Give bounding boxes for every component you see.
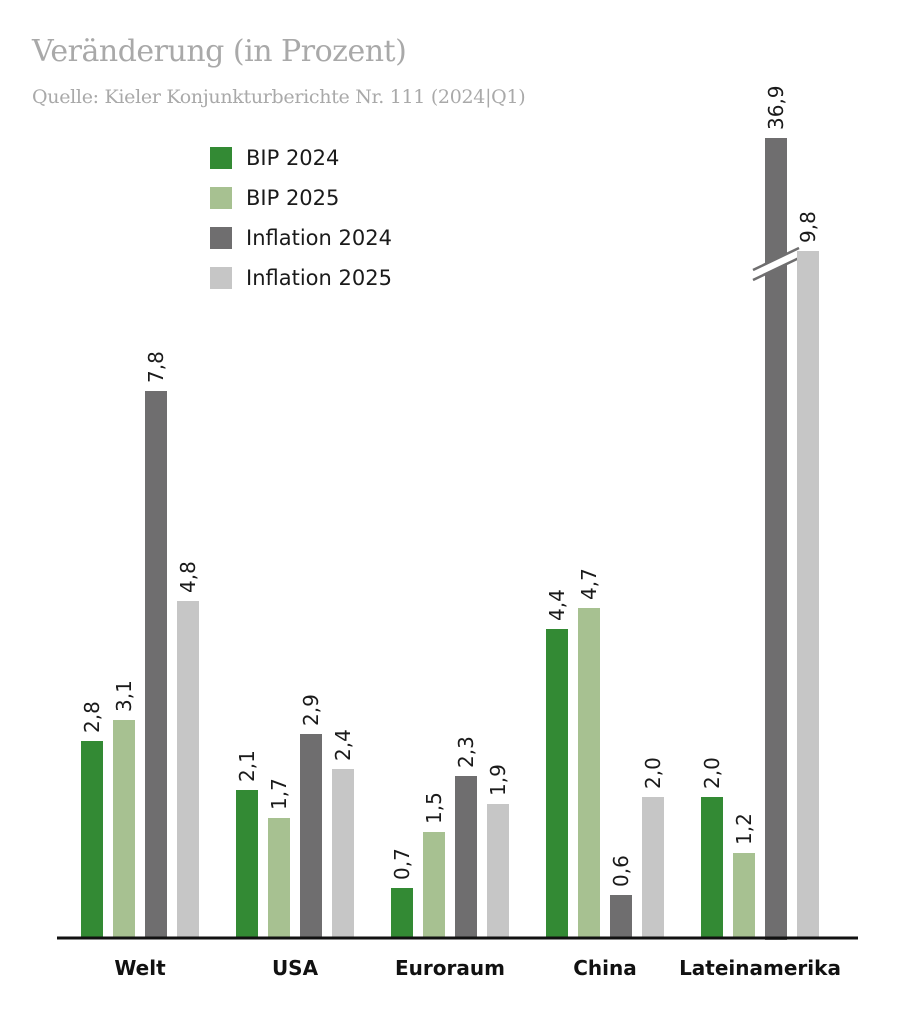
bar [81,741,103,937]
data-label: 1,9 [486,764,510,796]
bar [423,832,445,937]
category-label: USA [272,956,319,980]
legend-swatch [210,147,232,169]
data-label: 2,9 [299,694,323,726]
data-label: 7,8 [144,351,168,383]
data-label: 4,7 [577,568,601,600]
data-label: 36,9 [764,85,788,130]
axis-break-line [752,246,800,272]
legend-label: BIP 2025 [246,186,340,210]
axis-break-gap [753,248,799,280]
legend-item: BIP 2024 [210,138,392,178]
data-label: 2,8 [80,701,104,733]
chart-subtitle: Quelle: Kieler Konjunkturberichte Nr. 11… [32,86,526,108]
bar [797,251,819,937]
legend-label: BIP 2024 [246,146,340,170]
legend-item: BIP 2025 [210,178,392,218]
legend-swatch [210,227,232,249]
bar [236,790,258,937]
data-label: 0,7 [390,848,414,880]
data-label: 2,4 [331,729,355,761]
axis-break-line [752,256,800,282]
bar [701,797,723,937]
data-label: 2,3 [454,736,478,768]
legend-item: Inflation 2025 [210,258,392,298]
bar [487,804,509,937]
data-label: 9,8 [796,211,820,243]
bar [300,734,322,937]
bar [642,797,664,937]
data-label: 0,6 [609,855,633,887]
bar [765,138,787,940]
bar [268,818,290,937]
data-label: 1,7 [267,778,291,810]
data-label: 2,1 [235,750,259,782]
legend-swatch [210,187,232,209]
bar [145,391,167,937]
data-label: 2,0 [641,757,665,789]
category-label: Euroraum [395,956,505,980]
category-label: Welt [114,956,166,980]
legend-label: Inflation 2025 [246,266,392,290]
bar [332,769,354,937]
bar [610,895,632,937]
bar [733,853,755,937]
bar [578,608,600,937]
legend-swatch [210,267,232,289]
bar [455,776,477,937]
legend: BIP 2024 BIP 2025 Inflation 2024 Inflation … [210,138,392,298]
bar [391,888,413,937]
bar [546,629,568,937]
bar [177,601,199,937]
data-label: 4,4 [545,589,569,621]
legend-item: Inflation 2024 [210,218,392,258]
chart-title: Veränderung (in Prozent) [32,34,407,69]
data-label: 3,1 [112,680,136,712]
category-label: Lateinamerika [679,956,841,980]
legend-label: Inflation 2024 [246,226,392,250]
data-label: 4,8 [176,561,200,593]
data-label: 1,5 [422,792,446,824]
category-label: China [573,956,637,980]
bar [113,720,135,937]
data-label: 1,2 [732,813,756,845]
data-label: 2,0 [700,757,724,789]
